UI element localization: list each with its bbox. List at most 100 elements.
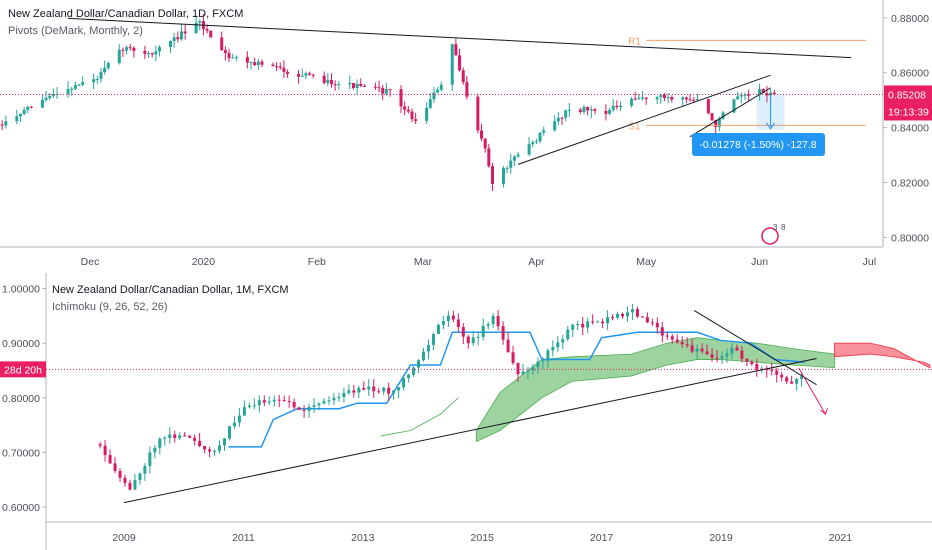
daily-candle (311, 74, 315, 76)
monthly-price-tag (0, 361, 46, 378)
daily-candle (29, 106, 33, 108)
daily-candle (439, 84, 443, 90)
daily-candle (732, 99, 736, 113)
daily-candle (150, 53, 154, 55)
daily-candle (476, 96, 480, 131)
monthly-candle (720, 356, 724, 359)
daily-candle (143, 50, 147, 54)
daily-price-tag (884, 85, 932, 104)
daily-candle (714, 120, 718, 128)
monthly-candle (690, 345, 694, 352)
monthly-trendline (123, 357, 817, 504)
monthly-candle (163, 437, 167, 439)
monthly-x-tick-label: 2013 (351, 532, 375, 544)
monthly-candle (158, 438, 162, 448)
monthly-candle (232, 422, 236, 427)
monthly-candle (521, 371, 525, 375)
daily-candle (77, 84, 81, 86)
monthly-candle (188, 435, 192, 438)
daily-event-badge: 8 (781, 223, 786, 232)
daily-candle (227, 52, 231, 59)
monthly-candle (312, 405, 316, 407)
monthly-indicator-label[interactable]: Ichimoku (9, 26, 52, 26) (52, 301, 168, 313)
daily-indicator-label[interactable]: Pivots (DeMark, Monthly, 2) (8, 25, 143, 37)
monthly-candle (287, 401, 291, 403)
daily-candle (355, 83, 359, 89)
daily-candle (619, 105, 623, 108)
monthly-candle (640, 316, 644, 318)
daily-candle (194, 22, 198, 34)
monthly-candle (551, 347, 555, 351)
daily-candle (245, 57, 249, 63)
daily-candle (106, 63, 110, 68)
daily-y-tick-label: 0.80000 (891, 232, 929, 244)
monthly-candle (526, 370, 530, 372)
daily-candle (179, 31, 183, 40)
monthly-candle (725, 353, 729, 357)
monthly-candle (178, 435, 182, 439)
daily-y-tick-label: 0.82000 (891, 178, 929, 190)
monthly-candle (790, 381, 794, 384)
daily-candle (15, 116, 19, 122)
monthly-candle (327, 400, 331, 402)
monthly-candle (616, 313, 620, 318)
daily-measure-label: -0.01278 (-1.50%) -127.8 (699, 139, 816, 151)
daily-candle (593, 109, 597, 111)
daily-candle (406, 109, 410, 112)
daily-candle (553, 121, 557, 131)
daily-candle (578, 109, 582, 113)
daily-candle (560, 117, 564, 119)
monthly-candle (536, 361, 540, 368)
monthly-candle (272, 399, 276, 402)
daily-candle (509, 160, 513, 168)
monthly-candle (591, 321, 595, 323)
daily-trendline (68, 17, 852, 59)
daily-x-tick-label: 2020 (192, 256, 216, 268)
monthly-candle (670, 336, 674, 340)
daily-candle (300, 75, 304, 77)
monthly-candle (571, 324, 575, 330)
monthly-candle (650, 322, 654, 324)
daily-candle (132, 47, 136, 51)
monthly-bg (0, 273, 932, 550)
monthly-candle (347, 390, 351, 393)
daily-candle (125, 47, 129, 51)
daily-candle (329, 79, 333, 85)
daily-candle (655, 97, 659, 100)
monthly-chikou-line (380, 397, 459, 437)
monthly-candle (606, 317, 610, 324)
daily-candle (604, 110, 608, 114)
daily-candle (403, 106, 407, 110)
daily-candle (505, 167, 509, 169)
monthly-candle (546, 350, 550, 361)
daily-candle (351, 82, 355, 89)
monthly-candle (218, 445, 222, 451)
daily-x-tick-label: Feb (308, 256, 326, 268)
monthly-candle (566, 329, 570, 340)
monthly-candle (392, 390, 396, 394)
monthly-candle (426, 344, 430, 352)
monthly-y-tick-label: 1.00000 (2, 284, 40, 296)
monthly-candle (198, 440, 202, 447)
daily-candle (556, 117, 560, 122)
monthly-y-tick-label: 0.70000 (2, 447, 40, 459)
monthly-candle (402, 378, 406, 388)
monthly-candle (208, 449, 212, 452)
monthly-candle (421, 351, 425, 361)
daily-candle (260, 61, 264, 65)
monthly-candle (466, 336, 470, 344)
monthly-candle (183, 435, 187, 437)
daily-candle (706, 99, 710, 114)
daily-candle (81, 82, 85, 85)
daily-candle (147, 53, 151, 55)
monthly-candle (257, 400, 261, 406)
monthly-candle (417, 360, 421, 368)
daily-candle (527, 144, 531, 155)
monthly-candle (103, 445, 107, 456)
monthly-candle (337, 396, 341, 398)
monthly-candle (123, 477, 127, 483)
monthly-candle (501, 326, 505, 340)
daily-candle (564, 110, 568, 118)
daily-candle (538, 132, 542, 142)
monthly-candle (561, 339, 565, 343)
